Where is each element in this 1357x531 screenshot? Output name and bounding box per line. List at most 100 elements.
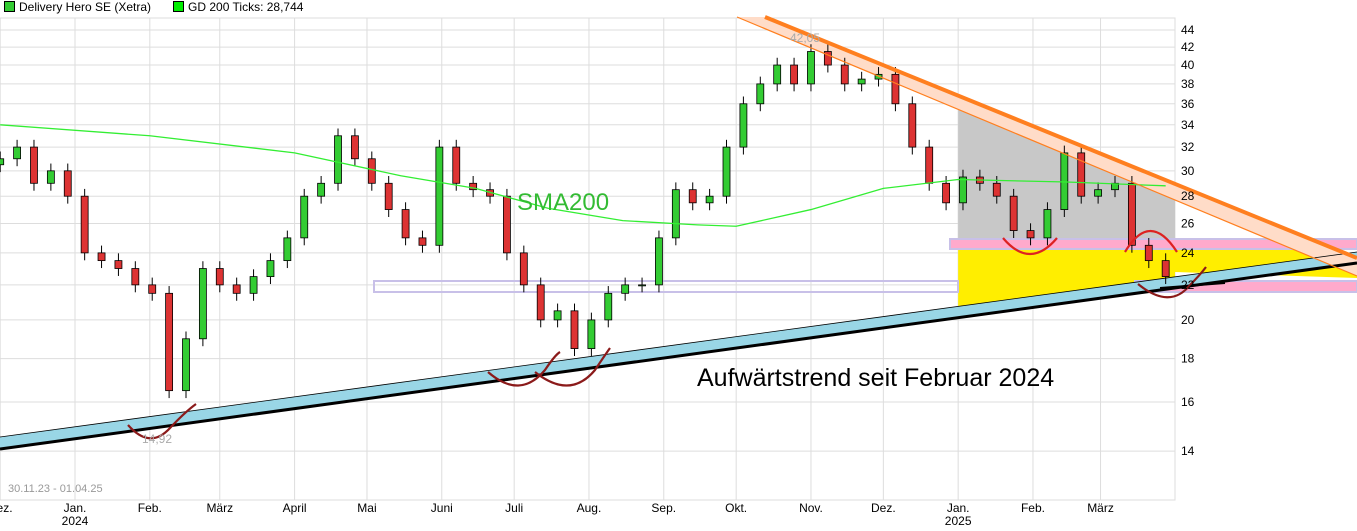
- candle: [418, 237, 427, 246]
- downtrend-lower-line: [736, 16, 1357, 277]
- candle: [148, 284, 157, 294]
- trend-label: Aufwärtstrend seit Februar 2024: [697, 364, 1054, 392]
- candle: [773, 64, 782, 85]
- hand-drawn-mark: [534, 347, 611, 387]
- candle: [1060, 152, 1069, 210]
- yellow-zone: [958, 250, 1357, 306]
- x-tick-label: Aug.: [577, 501, 602, 515]
- candle: [1009, 195, 1018, 231]
- y-tick-label: 20: [1181, 313, 1195, 327]
- uptrend-upper-line: [0, 251, 1357, 438]
- candle: [13, 146, 21, 160]
- x-tick-label: Sep.: [651, 501, 676, 515]
- support-zone-outline: [373, 280, 959, 293]
- candle: [823, 51, 832, 66]
- legend-label: Delivery Hero SE (Xetra): [19, 0, 152, 14]
- y-tick-label: 26: [1181, 216, 1195, 230]
- candle: [756, 83, 765, 105]
- x-tick-label: Feb.: [1021, 501, 1045, 515]
- candle: [131, 268, 140, 286]
- candle: [1094, 189, 1103, 197]
- sma-label: SMA200: [517, 189, 609, 216]
- y-tick-label: 30: [1181, 164, 1195, 178]
- candle: [266, 260, 275, 278]
- candle: [198, 268, 207, 340]
- candle: [435, 146, 444, 246]
- candle: [351, 135, 359, 160]
- hand-drawn-mark: [1137, 266, 1207, 299]
- legend-item-price[interactable]: Delivery Hero SE (Xetra): [4, 0, 151, 16]
- candle: [503, 195, 511, 254]
- candle: [401, 209, 410, 239]
- x-tick-year: 2025: [945, 514, 972, 528]
- uptrend-channel: [0, 252, 1357, 449]
- trendlines: [0, 15, 1357, 451]
- x-tick-label: Feb.: [138, 501, 162, 515]
- y-tick-label: 28: [1181, 189, 1195, 203]
- axes: 14 16 18 20 22 24 26 28 30 32 34 36 38 40 42 44 Dez. Jan.…: [0, 23, 1195, 528]
- x-tick-label: April: [283, 501, 307, 515]
- candle: [317, 182, 326, 197]
- candle: [182, 338, 190, 392]
- candle: [283, 237, 292, 262]
- y-tick-label: 24: [1181, 246, 1195, 260]
- resistance-band: [949, 238, 1357, 250]
- candle: [1026, 230, 1035, 239]
- y-tick-label: 22: [1181, 278, 1195, 292]
- y-tick-label: 36: [1181, 97, 1195, 111]
- x-tick-label: Nov.: [799, 501, 823, 515]
- uptrend-line: [0, 261, 1357, 451]
- candle: [249, 276, 258, 294]
- candle: [891, 73, 900, 105]
- candle: [790, 64, 798, 85]
- candle: [570, 310, 579, 349]
- candle: [925, 146, 934, 184]
- candle: [469, 182, 478, 191]
- candle: [992, 182, 1001, 197]
- candle: [621, 284, 630, 294]
- y-tick-label: 18: [1181, 352, 1195, 366]
- y-tick-label: 14: [1181, 444, 1195, 458]
- y-tick-label: 16: [1181, 395, 1195, 409]
- downtrend-line: [764, 15, 1357, 260]
- x-tick-label: März: [206, 501, 233, 515]
- candle: [30, 146, 38, 184]
- y-tick-label: 40: [1181, 58, 1195, 72]
- legend-swatch: [4, 1, 15, 12]
- x-tick-label: Jan.: [947, 501, 970, 515]
- date-range-label: 30.11.23 - 01.04.25: [8, 483, 103, 495]
- x-tick-label: März: [1087, 501, 1114, 515]
- candle: [807, 51, 815, 85]
- legend-swatch: [173, 1, 185, 12]
- candle: [908, 103, 917, 148]
- candle: [705, 195, 714, 204]
- legend-item-sma[interactable]: GD 200 Ticks: 28,744: [173, 0, 303, 16]
- y-tick-label: 42: [1181, 40, 1195, 54]
- candle: [97, 252, 106, 262]
- x-tick-label: Juni: [431, 501, 453, 515]
- candle: [536, 284, 545, 321]
- candle: [452, 146, 461, 184]
- legend: Delivery Hero SE (Xetra) GD 200 Ticks: 2…: [0, 0, 303, 16]
- candle: [1077, 152, 1086, 197]
- candle: [367, 158, 376, 184]
- candle: [114, 260, 123, 269]
- candle: [1127, 182, 1136, 246]
- x-tick-label: Jan.: [64, 501, 87, 515]
- candle: [638, 284, 646, 287]
- candle: [857, 78, 866, 85]
- candle: [1144, 244, 1153, 262]
- candle: [942, 182, 950, 204]
- candle: [840, 64, 849, 85]
- candle: [671, 189, 680, 239]
- y-tick-label: 32: [1181, 140, 1195, 154]
- hand-drawn-mark: [1002, 237, 1058, 255]
- hand-drawn-mark: [127, 403, 197, 440]
- candle: [232, 284, 241, 294]
- legend-label: GD 200 Ticks: 28,744: [188, 0, 304, 14]
- y-tick-label: 38: [1181, 77, 1195, 91]
- candle: [384, 182, 393, 210]
- candle: [722, 146, 731, 197]
- x-tick-label: Dez.: [871, 501, 896, 515]
